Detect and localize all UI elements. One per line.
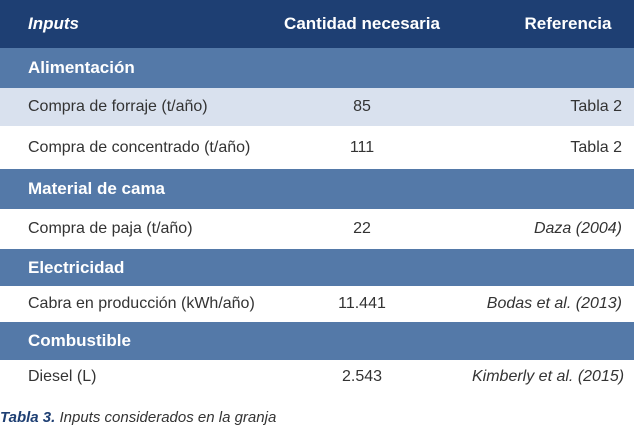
section-alimentacion: Alimentación	[0, 48, 634, 88]
cell-referencia: Kimberly et al. (2015)	[472, 368, 625, 385]
cell-cantidad: 22	[353, 220, 371, 237]
caption-text: Inputs considerados en la granja	[55, 409, 277, 426]
table-row: Compra de concentrado (t/año) 111 Tabla …	[0, 126, 634, 169]
table-row: Compra de paja (t/año) 22 Daza (2004)	[0, 209, 634, 249]
cell-referencia: Tabla 2	[570, 98, 622, 115]
table-row: Compra de forraje (t/año) 85 Tabla 2	[0, 88, 634, 126]
cell-referencia: Daza (2004)	[533, 220, 622, 237]
header-cantidad: Cantidad necesaria	[284, 14, 440, 33]
cell-input: Compra de paja (t/año)	[28, 220, 193, 237]
caption-label: Tabla 3.	[0, 409, 56, 426]
table-row: Diesel (L) 2.543 Kimberly et al. (2015)	[0, 360, 634, 394]
table-header: Inputs Cantidad necesaria Referencia	[0, 0, 634, 48]
header-inputs: Inputs	[28, 14, 79, 33]
section-material-de-cama: Material de cama	[0, 169, 634, 209]
cell-cantidad: 11.441	[338, 295, 386, 312]
cell-input: Cabra en producción (kWh/año)	[28, 295, 255, 312]
header-referencia: Referencia	[524, 14, 612, 33]
cell-cantidad: 111	[349, 138, 375, 156]
cell-input: Compra de forraje (t/año)	[28, 98, 208, 115]
cell-input: Compra de concentrado (t/año)	[28, 138, 251, 156]
cell-cantidad: 2.543	[341, 368, 383, 385]
section-combustible: Combustible	[0, 322, 634, 360]
table-caption: Tabla 3. Inputs considerados en la granj…	[0, 409, 276, 426]
cell-referencia: Bodas et al. (2013)	[486, 295, 622, 312]
cell-input: Diesel (L)	[28, 368, 97, 385]
cell-cantidad: 85	[353, 98, 371, 115]
section-electricidad: Electricidad	[0, 249, 634, 286]
cell-referencia: Tabla 2	[570, 138, 622, 156]
table-row: Cabra en producción (kWh/año) 11.441 Bod…	[0, 286, 634, 322]
